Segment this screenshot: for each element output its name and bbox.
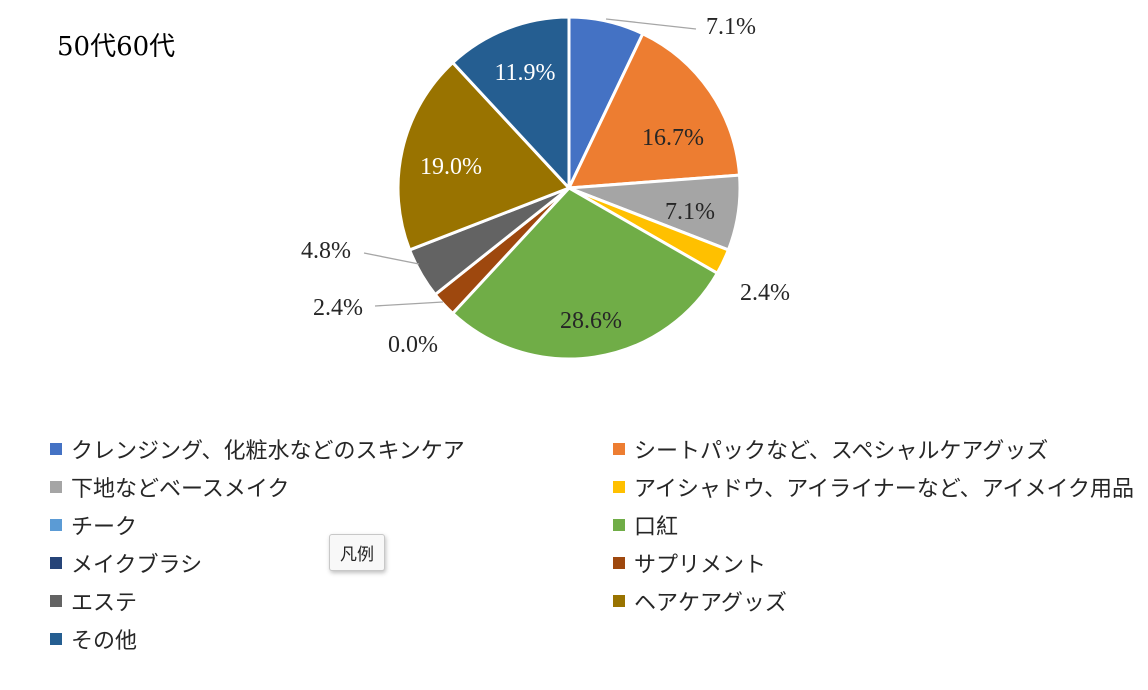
legend-swatch [613, 557, 625, 569]
legend-swatch [50, 595, 62, 607]
legend-swatch [613, 481, 625, 493]
legend-label: サプリメント [634, 553, 767, 578]
pie-slice [451, 15, 571, 190]
legend-item: 口紅 [613, 510, 678, 540]
legend-label: その他 [71, 629, 138, 654]
pie-chart: 7.1% 16.7% 7.1% 2.4% 28.6% 0.0% 2.4% 4.8% 19.0% 1… [301, 14, 790, 361]
legend-item: メイクブラシ [50, 548, 202, 578]
legend-label: メイクブラシ [71, 553, 203, 578]
legend-item: 下地などベースメイク [50, 472, 289, 502]
leader-line [374, 301, 444, 307]
legend-swatch [50, 519, 62, 531]
data-label: 11.9% [494, 60, 555, 86]
data-label: 4.8% [301, 238, 351, 264]
legend-swatch [613, 443, 625, 455]
legend-item: クレンジング、化粧水などのスキンケア [50, 434, 465, 464]
legend-item: その他 [50, 624, 137, 654]
legend-item: シートパックなど、スペシャルケアグッズ [613, 434, 1048, 464]
pie-slice [451, 186, 719, 361]
leader-line [605, 18, 697, 30]
legend-item: エステ [50, 586, 137, 616]
legend-label: 口紅 [634, 515, 679, 540]
data-label: 2.4% [313, 295, 363, 321]
legend-label: 下地などベースメイク [71, 477, 290, 502]
legend-swatch [50, 633, 62, 645]
legend-item: サプリメント [613, 548, 766, 578]
data-label: 7.1% [665, 199, 715, 225]
data-label: 0.0% [388, 332, 438, 358]
legend-label: エステ [71, 591, 138, 616]
leader-line [363, 252, 420, 265]
legend-label: ヘアケアグッズ [634, 591, 787, 616]
legend-item: ヘアケアグッズ [613, 586, 787, 616]
data-label: 7.1% [706, 14, 756, 40]
data-label: 16.7% [642, 125, 704, 151]
pie-slice [396, 61, 571, 252]
legend-label: シートパックなど、スペシャルケアグッズ [634, 439, 1049, 464]
legend-swatch [50, 443, 62, 455]
data-label: 2.4% [740, 280, 790, 306]
legend-item: アイシャドウ、アイライナーなど、アイメイク用品 [613, 472, 1134, 502]
legend-label: アイシャドウ、アイライナーなど、アイメイク用品 [634, 477, 1135, 502]
pie-slice [567, 32, 742, 190]
legend-label: チーク [71, 515, 138, 540]
chart-title: 50代60代 [57, 32, 176, 62]
legend-item: チーク [50, 510, 137, 540]
legend-swatch [613, 595, 625, 607]
data-label: 28.6% [560, 308, 622, 334]
legend-swatch [50, 481, 62, 493]
legend-swatch [613, 519, 625, 531]
legend-label: クレンジング、化粧水などのスキンケア [71, 439, 465, 464]
legend-swatch [50, 557, 62, 569]
legend-tooltip: 凡例 [329, 534, 385, 571]
data-label: 19.0% [420, 154, 482, 180]
